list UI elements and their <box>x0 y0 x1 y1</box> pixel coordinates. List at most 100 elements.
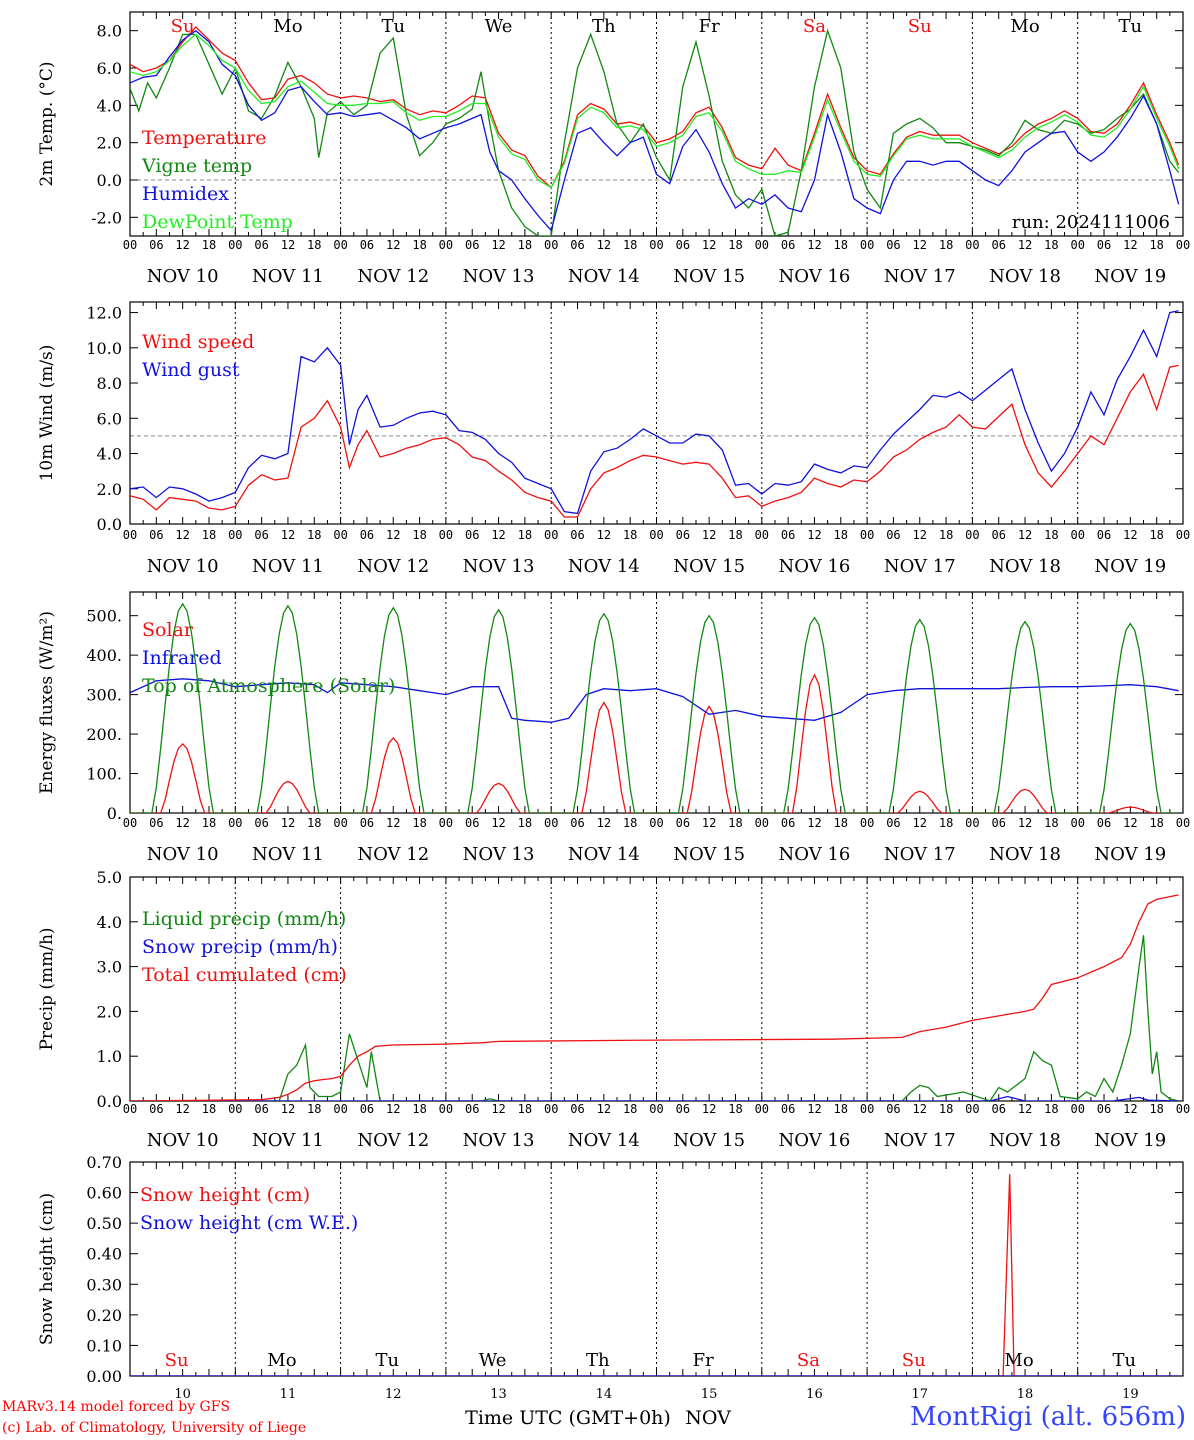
date-label: NOV 19 <box>1094 556 1166 577</box>
date-label: NOV 13 <box>463 1130 535 1151</box>
y-tick-label: 0.10 <box>86 1336 122 1355</box>
hour-tick-label: 12 <box>491 816 505 830</box>
hour-tick-label: 00 <box>1176 528 1190 542</box>
hour-tick-label: 18 <box>1149 238 1163 252</box>
hour-tick-label: 12 <box>597 238 611 252</box>
run-label: run: 2024111006 <box>1012 212 1170 233</box>
hour-tick-label: 06 <box>1097 1102 1111 1116</box>
hour-tick-label: 12 <box>1018 238 1032 252</box>
legend-entry: Liquid precip (mm/h) <box>142 908 346 930</box>
hour-tick-label: 12 <box>702 528 716 542</box>
y-tick-label: 0.0 <box>97 515 122 534</box>
hour-tick-label: 12 <box>386 816 400 830</box>
hour-tick-label: 06 <box>1097 816 1111 830</box>
hour-tick-label: 18 <box>307 528 321 542</box>
hour-tick-label: 00 <box>965 238 979 252</box>
hour-tick-label: 12 <box>491 1102 505 1116</box>
hour-tick-label: 06 <box>465 238 479 252</box>
date-label: NOV 11 <box>252 1130 324 1151</box>
y-tick-label: 8.0 <box>97 374 122 393</box>
hour-tick-label: 18 <box>939 238 953 252</box>
weekday-label: Fr <box>693 1350 714 1371</box>
hour-tick-label: 12 <box>1123 528 1137 542</box>
date-label: NOV 16 <box>779 556 851 577</box>
date-label: NOV 12 <box>357 266 429 287</box>
y-tick-label: 200. <box>86 725 122 744</box>
hour-tick-label: 18 <box>202 528 216 542</box>
hour-tick-label: 00 <box>439 1102 453 1116</box>
y-tick-label: 0.60 <box>86 1184 122 1203</box>
hour-tick-label: 18 <box>202 1102 216 1116</box>
date-label: NOV 13 <box>463 556 535 577</box>
y-tick-label: 8.0 <box>97 22 122 41</box>
y-tick-label: 0.00 <box>86 1367 122 1386</box>
hour-tick-label: 00 <box>1070 528 1084 542</box>
hour-tick-label: 18 <box>1149 816 1163 830</box>
hour-tick-label: 00 <box>333 528 347 542</box>
date-label: NOV 13 <box>463 844 535 865</box>
date-label: NOV 14 <box>568 556 640 577</box>
date-label: NOV 15 <box>673 556 745 577</box>
weekday-label: Sa <box>797 1350 820 1371</box>
hour-tick-label: 00 <box>333 1102 347 1116</box>
hour-tick-label: 00 <box>965 528 979 542</box>
date-label: NOV 15 <box>673 266 745 287</box>
day-number-label: 10 <box>174 1387 191 1402</box>
hour-tick-label: 18 <box>834 528 848 542</box>
y-tick-label: 400. <box>86 646 122 665</box>
hour-tick-label: 18 <box>939 528 953 542</box>
date-label: NOV 17 <box>884 844 956 865</box>
hour-tick-label: 06 <box>991 238 1005 252</box>
y-tick-label: 0.40 <box>86 1245 122 1264</box>
y-tick-label: 0.70 <box>86 1153 122 1172</box>
hour-tick-label: 00 <box>123 528 137 542</box>
date-label: NOV 14 <box>568 844 640 865</box>
hour-tick-label: 12 <box>386 528 400 542</box>
hour-tick-label: 06 <box>360 816 374 830</box>
date-label: NOV 10 <box>147 556 219 577</box>
hour-tick-label: 18 <box>307 816 321 830</box>
y-tick-label: 5.0 <box>97 868 122 887</box>
hour-tick-label: 18 <box>412 528 426 542</box>
hour-tick-label: 00 <box>1070 816 1084 830</box>
date-label: NOV 17 <box>884 556 956 577</box>
hour-tick-label: 00 <box>439 528 453 542</box>
hour-tick-label: 12 <box>281 816 295 830</box>
chart-panel-5: 0.00 0.10 0.20 0.30 0.40 0.50 0.60 0.70 Snow hei… <box>37 1153 1184 1386</box>
hour-tick-label: 12 <box>386 238 400 252</box>
hour-tick-label: 06 <box>781 816 795 830</box>
legend-entry: DewPoint Temp <box>142 211 293 233</box>
series-line-top-of-atmosphere-solar- <box>130 602 1179 813</box>
hour-tick-label: 18 <box>202 238 216 252</box>
hour-tick-label: 18 <box>518 238 532 252</box>
series-line-total-cumulated-cm- <box>130 894 1179 1101</box>
hour-tick-label: 00 <box>860 528 874 542</box>
hour-tick-label: 06 <box>676 816 690 830</box>
y-tick-label: 6.0 <box>97 59 122 78</box>
y-tick-label: -2.0 <box>91 208 122 227</box>
hour-tick-label: 12 <box>281 238 295 252</box>
date-label: NOV 15 <box>673 844 745 865</box>
legend-entry: Temperature <box>142 127 266 149</box>
date-label: NOV 19 <box>1094 266 1166 287</box>
hour-tick-label: 18 <box>307 1102 321 1116</box>
weekday-label: Mo <box>273 16 302 37</box>
hour-tick-label: 12 <box>1018 528 1032 542</box>
chart-panel-1: -2.0 0.0 2.0 4.0 6.0 8.0 2m Temp. (°C) 00 06 12 18… <box>37 11 1190 287</box>
y-tick-label: 0.0 <box>97 1092 122 1111</box>
day-number-label: 15 <box>701 1387 718 1402</box>
hour-tick-label: 06 <box>360 238 374 252</box>
weekday-label: Su <box>902 1350 926 1371</box>
hour-tick-label: 18 <box>1044 238 1058 252</box>
time-axis-title: Time UTC (GMT+0h) <box>465 1407 671 1429</box>
day-number-label: 11 <box>280 1387 297 1402</box>
date-label: NOV 18 <box>989 844 1061 865</box>
legend-entry: Snow precip (mm/h) <box>142 936 338 958</box>
series-line-humidex <box>130 29 1180 232</box>
hour-tick-label: 12 <box>1018 1102 1032 1116</box>
date-label: NOV 18 <box>989 1130 1061 1151</box>
weekday-label: Tu <box>1113 1350 1137 1371</box>
date-label: NOV 15 <box>673 1130 745 1151</box>
day-number-label: 18 <box>1017 1387 1034 1402</box>
